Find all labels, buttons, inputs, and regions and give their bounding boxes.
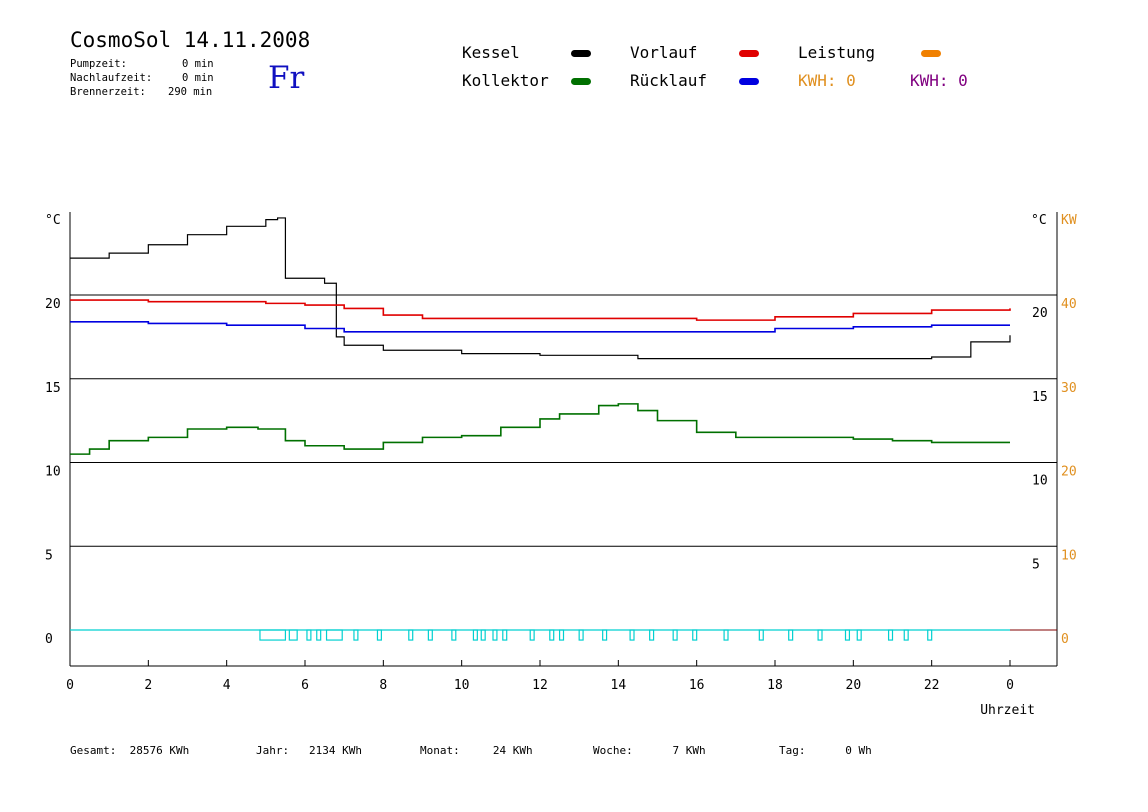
series-ruecklauf: [70, 321, 1010, 333]
series-kollektor: [70, 403, 1010, 455]
pump-on-interval: [451, 629, 457, 641]
x-tick-label: 18: [767, 678, 783, 693]
y-right-power-unit: KW: [1061, 213, 1077, 228]
legend-ruecklauf-label: Rücklauf: [630, 71, 708, 90]
pump-on-interval: [758, 629, 764, 641]
y-right-temp-tick-label: 20: [1032, 306, 1048, 321]
y-right-temp-unit: °C: [1031, 213, 1047, 228]
pump-on-interval: [502, 629, 508, 641]
pump-on-interval: [325, 629, 343, 641]
legend-kessel-swatch: [571, 50, 591, 57]
footer-woche: Woche: 7 KWh: [593, 744, 706, 757]
x-tick-label: 12: [532, 678, 548, 693]
y-left-unit: °C: [45, 213, 61, 228]
pump-on-interval: [558, 629, 565, 641]
pump-on-interval: [259, 629, 287, 641]
y-right-power-tick-label: 40: [1061, 297, 1077, 312]
y-right-power-tick-label: 30: [1061, 381, 1077, 396]
pump-on-interval: [408, 629, 414, 641]
pump-on-interval: [723, 629, 729, 641]
pump-on-interval: [602, 629, 608, 641]
kwh-orange-label: KWH: 0: [798, 71, 856, 90]
y-left-tick-label: 5: [45, 548, 53, 563]
pump-on-interval: [844, 629, 851, 641]
nachlaufzeit-label: Nachlaufzeit:: [70, 72, 153, 84]
x-tick-label: 20: [846, 678, 862, 693]
x-tick-label: 6: [301, 678, 309, 693]
brennerzeit-value: 290 min: [168, 86, 213, 98]
x-tick-label: 0: [1006, 678, 1014, 693]
pump-on-interval: [529, 629, 535, 641]
chart-axis-labels: 0 2 4 6 8 10 12 14 16 18 20 22 0 Uhrzeit 0 5 10 15 20 °C 5 10…: [45, 213, 1077, 718]
pump-on-interval: [927, 629, 933, 641]
pump-on-interval: [549, 629, 555, 641]
chart-title: CosmoSol 14.11.2008: [70, 28, 311, 52]
y-left-tick-label: 10: [45, 465, 61, 480]
pump-on-interval: [788, 629, 794, 641]
footer-jahr: Jahr: 2134 KWh: [256, 744, 362, 757]
brennerzeit-label: Brennerzeit:: [70, 86, 146, 98]
legend-kollektor-label: Kollektor: [462, 71, 549, 90]
x-tick-label: 14: [611, 678, 627, 693]
legend-kollektor-swatch: [571, 78, 591, 85]
x-tick-label: 0: [66, 678, 74, 693]
pumpzeit-value: 0 min: [182, 58, 214, 70]
legend-leistung-swatch: [921, 50, 941, 57]
pump-on-interval: [376, 629, 382, 641]
y-right-temp-tick-label: 15: [1032, 390, 1048, 405]
pump-on-interval: [472, 629, 478, 641]
y-right-power-tick-label: 0: [1061, 632, 1069, 647]
y-left-tick-label: 0: [45, 632, 53, 647]
chart-axes: [69, 212, 1058, 667]
y-right-power-tick-label: 10: [1061, 548, 1077, 563]
pump-on-interval: [492, 629, 498, 641]
x-tick-label: 2: [144, 678, 152, 693]
footer-gesamt: Gesamt: 28576 KWh: [70, 744, 190, 757]
x-tick-label: 10: [454, 678, 470, 693]
series-kessel: [70, 217, 1011, 360]
pump-on-interval: [427, 629, 433, 641]
chart-grid: [70, 294, 1057, 547]
legend-vorlauf-swatch: [739, 50, 759, 57]
footer-tag: Tag: 0 Wh: [779, 744, 872, 757]
y-left-tick-label: 20: [45, 297, 61, 312]
y-right-temp-tick-label: 10: [1032, 474, 1048, 489]
nachlaufzeit-value: 0 min: [182, 72, 214, 84]
x-tick-label: 16: [689, 678, 705, 693]
pump-on-interval: [353, 629, 359, 641]
pumpzeit-label: Pumpzeit:: [70, 58, 127, 70]
legend-leistung-label: Leistung: [798, 43, 876, 62]
pump-on-interval: [887, 629, 894, 641]
series-vorlauf: [70, 299, 1011, 321]
legend-kessel-label: Kessel: [462, 43, 520, 62]
weekday-label: Fr: [268, 60, 305, 96]
pump-on-interval: [306, 629, 312, 641]
pump-on-interval: [692, 629, 698, 641]
pump-on-interval: [629, 629, 635, 641]
pump-on-interval: [578, 629, 584, 641]
x-axis-title: Uhrzeit: [980, 703, 1035, 718]
pump-on-interval: [672, 629, 678, 641]
y-right-power-tick-label: 20: [1061, 465, 1077, 480]
legend-ruecklauf-swatch: [739, 78, 759, 85]
kwh-purple-label: KWH: 0: [910, 71, 968, 90]
footer-monat: Monat: 24 KWh: [420, 744, 533, 757]
pump-activity: [70, 629, 1057, 641]
legend-vorlauf-label: Vorlauf: [630, 43, 698, 62]
chart-series: [70, 217, 1011, 455]
y-left-tick-label: 15: [45, 381, 61, 396]
pump-on-interval: [316, 629, 322, 641]
pump-on-interval: [480, 629, 486, 641]
pump-on-interval: [288, 629, 298, 641]
y-right-temp-tick-label: 5: [1032, 557, 1040, 572]
pump-on-interval: [817, 629, 823, 641]
x-tick-label: 8: [379, 678, 387, 693]
pump-on-interval: [856, 629, 862, 641]
x-tick-label: 22: [924, 678, 940, 693]
pump-on-interval: [649, 629, 655, 641]
pump-on-interval: [903, 629, 909, 641]
x-tick-label: 4: [223, 678, 231, 693]
